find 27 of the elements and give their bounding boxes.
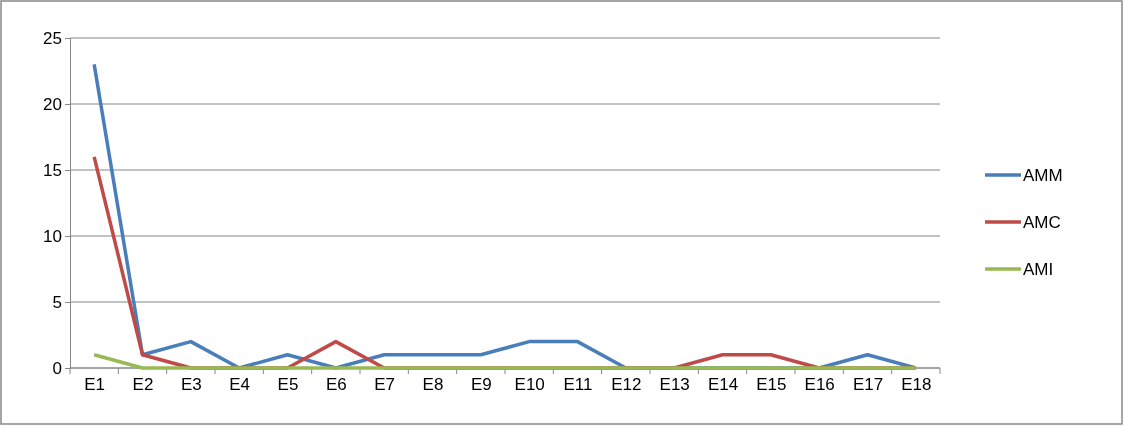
x-tick-label: E10 (514, 375, 545, 395)
x-tick-label: E4 (229, 375, 251, 395)
x-tick-label: E12 (611, 375, 642, 395)
x-tick-label: E14 (707, 375, 739, 395)
y-tick-label: 0 (52, 358, 62, 378)
x-tick-label: E18 (901, 375, 932, 395)
x-tick-label: E8 (422, 375, 444, 395)
legend-label: AMC (1023, 213, 1061, 232)
y-tick-label: 25 (43, 28, 62, 48)
legend-label: AMI (1023, 260, 1054, 279)
x-tick-label: E13 (659, 375, 690, 395)
y-tick-label: 15 (43, 160, 62, 180)
x-tick-label: E16 (804, 375, 835, 395)
x-tick-label: E3 (180, 375, 202, 395)
y-tick-label: 20 (43, 94, 62, 114)
x-tick-label: E9 (470, 375, 492, 395)
x-tick-label: E1 (84, 375, 106, 395)
x-tick-label: E2 (132, 375, 154, 395)
x-tick-label: E6 (325, 375, 347, 395)
legend-label: AMM (1023, 166, 1063, 185)
x-tick-label: E7 (374, 375, 396, 395)
x-tick-label: E5 (277, 375, 299, 395)
y-tick-label: 10 (43, 226, 62, 246)
x-tick-label: E11 (563, 375, 593, 395)
x-tick-label: E15 (756, 375, 787, 395)
y-tick-label: 5 (52, 292, 62, 312)
x-tick-label: E17 (852, 375, 884, 395)
